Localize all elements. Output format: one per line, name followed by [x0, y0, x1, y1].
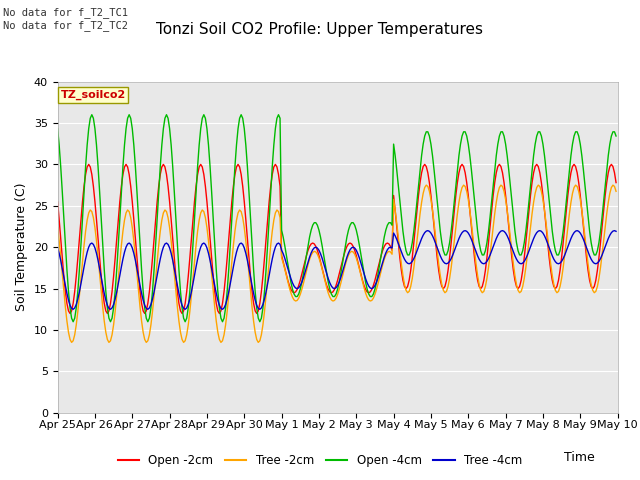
Text: TZ_soilco2: TZ_soilco2 — [60, 90, 125, 100]
Text: Tonzi Soil CO2 Profile: Upper Temperatures: Tonzi Soil CO2 Profile: Upper Temperatur… — [157, 22, 483, 36]
Legend: Open -2cm, Tree -2cm, Open -4cm, Tree -4cm: Open -2cm, Tree -2cm, Open -4cm, Tree -4… — [113, 449, 527, 472]
Y-axis label: Soil Temperature (C): Soil Temperature (C) — [15, 183, 28, 312]
Text: Time: Time — [564, 451, 595, 464]
Text: No data for f_T2_TC1
No data for f_T2_TC2: No data for f_T2_TC1 No data for f_T2_TC… — [3, 7, 128, 31]
